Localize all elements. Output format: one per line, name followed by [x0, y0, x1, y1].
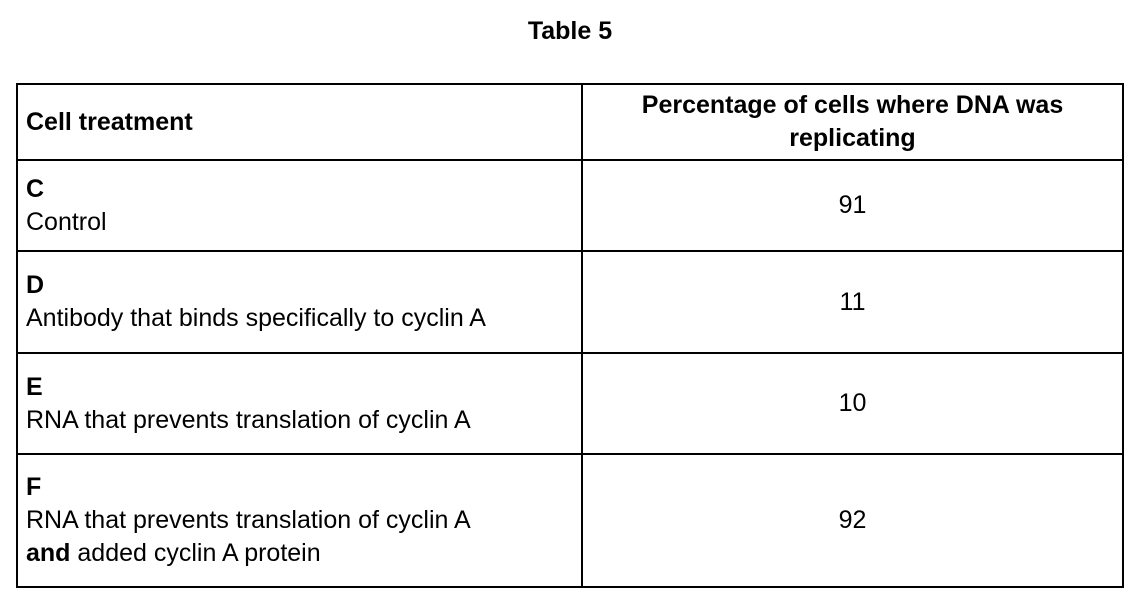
treatment-description-bold-word: and — [26, 539, 71, 567]
treatment-description: Control — [26, 207, 107, 236]
treatment-letter: E — [26, 372, 43, 401]
percentage-value-d: 11 — [581, 250, 1124, 354]
results-table: Cell treatment Percentage of cells where… — [16, 83, 1124, 588]
table-row-d: D Antibody that binds specifically to cy… — [16, 250, 1124, 354]
treatment-description-line2: and added cyclin A protein — [26, 537, 573, 570]
table-row-e: E RNA that prevents translation of cycli… — [16, 352, 1124, 455]
treatment-description-rest: added cyclin A protein — [77, 539, 321, 567]
treatment-cell-d: D Antibody that binds specifically to cy… — [16, 250, 583, 354]
treatment-letter: D — [26, 271, 45, 299]
treatment-description: RNA that prevents translation of cyclin … — [26, 405, 471, 434]
treatment-cell-e: E RNA that prevents translation of cycli… — [16, 352, 583, 455]
page-title: Table 5 — [527, 17, 613, 45]
treatment-description: RNA that prevents translation of cyclin … — [26, 506, 471, 534]
treatment-cell-f: F RNA that prevents translation of cycli… — [16, 453, 583, 588]
column-header-cell-treatment: Cell treatment — [16, 83, 583, 161]
table-row-c: C Control 91 — [16, 159, 1124, 252]
treatment-letter: C — [26, 174, 45, 203]
treatment-letter: F — [26, 473, 42, 501]
table-row-f: F RNA that prevents translation of cycli… — [16, 453, 1124, 588]
table-header-row: Cell treatment Percentage of cells where… — [16, 83, 1124, 161]
percentage-value-f: 92 — [581, 453, 1124, 588]
column-header-percentage-replicating: Percentage of cells where DNA was replic… — [581, 83, 1124, 161]
treatment-description: Antibody that binds specifically to cycl… — [26, 304, 486, 332]
percentage-value-c: 91 — [581, 159, 1124, 252]
treatment-cell-c: C Control — [16, 159, 583, 252]
percentage-value-e: 10 — [581, 352, 1124, 455]
